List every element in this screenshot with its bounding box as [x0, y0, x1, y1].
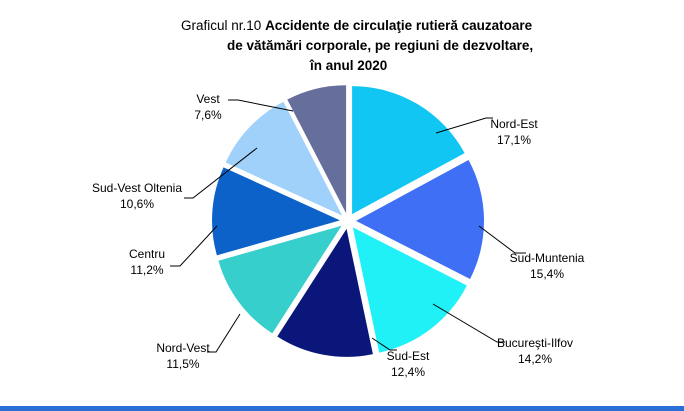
chart-title-main: Accidente de circulaţie rutieră cauzatoa…: [265, 18, 533, 33]
slice-label-nord-vest: Nord-Vest: [156, 341, 210, 355]
leader-line-nord-est: [435, 117, 493, 134]
leader-line-sud-muntenia: [478, 225, 526, 254]
pie-slice-centru: [212, 167, 341, 256]
pie-slice-nord-est: [352, 86, 465, 215]
slice-value-centru: 11,2%: [130, 263, 163, 277]
slice-label-vest: Vest: [196, 92, 220, 106]
slice-value-nord-vest: 11,5%: [166, 357, 199, 371]
slice-value-sud-vest-oltenia: 10,6%: [120, 197, 154, 211]
leader-line-sud-est: [371, 337, 397, 351]
slice-value-nord-est: 17,1%: [497, 133, 531, 147]
slice-label-sud-est: Sud-Est: [387, 349, 430, 363]
leader-line-centru: [170, 225, 218, 267]
leader-line-bucure-ti-ilfov: [432, 303, 505, 343]
slice-label-sud-vest-oltenia: Sud-Vest Oltenia: [92, 181, 182, 195]
leader-line-nord-vest: [207, 313, 241, 353]
slice-value-sud-muntenia: 15,4%: [530, 267, 564, 281]
slice-label-centru: Centru: [129, 247, 165, 261]
slice-value-vest: 7,6%: [194, 108, 222, 122]
chart-title-line-2: de vătămări corporale, pe regiuni de dez…: [227, 38, 534, 53]
leader-line-sud-vest-oltenia: [184, 147, 258, 199]
slice-value-bucure-ti-ilfov: 14,2%: [518, 352, 552, 366]
slice-value-sud-est: 12,4%: [391, 365, 425, 379]
slice-label-bucure-ti-ilfov: Bucureşti-Ilfov: [497, 336, 573, 350]
leader-line-vest: [228, 99, 294, 112]
chart-title-line-1: Graficul nr.10 Accidente de circulaţie r…: [181, 16, 532, 36]
pie-slice-sud-vest-oltenia: [225, 101, 343, 216]
slice-label-sud-muntenia: Sud-Muntenia: [510, 251, 585, 265]
chart-title-line-3: în anul 2020: [310, 58, 388, 73]
chart-title-prefix: Graficul nr.10: [181, 18, 262, 33]
pie-slice-sud-est: [277, 228, 373, 357]
pie-slice-nord-vest: [218, 225, 342, 334]
pie-slice-vest: [287, 85, 347, 214]
pie-slice-bucure-ti-ilfov: [352, 227, 467, 353]
pie-slice-sud-muntenia: [355, 159, 484, 280]
slice-label-nord-est: Nord-Est: [490, 117, 538, 131]
bottom-rule: [0, 406, 684, 411]
